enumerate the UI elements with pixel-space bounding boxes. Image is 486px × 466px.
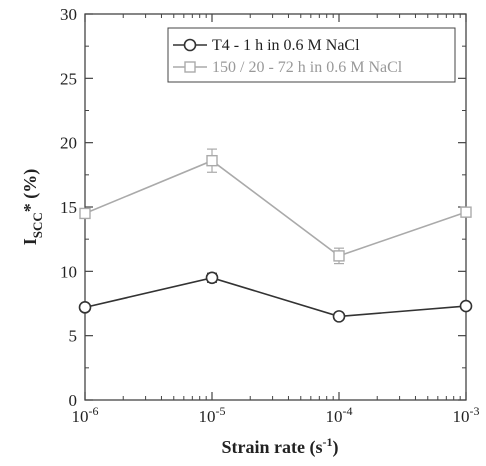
series-line [84, 159, 467, 257]
data-point [332, 310, 346, 323]
y-tick-label: 25 [60, 69, 77, 88]
data-point [78, 301, 92, 314]
y-tick-label: 15 [60, 198, 77, 217]
series-line [84, 276, 467, 318]
series-layer [78, 148, 473, 323]
y-tick-label: 10 [60, 262, 77, 281]
data-point [333, 250, 345, 262]
legend-label: T4 - 1 h in 0.6 M NaCl [212, 37, 360, 54]
legend-marker [184, 61, 196, 73]
x-tick-label: 10-4 [326, 404, 353, 426]
x-tick-label: 10-3 [453, 404, 480, 426]
y-tick-label: 5 [69, 327, 78, 346]
series-2 [79, 148, 472, 265]
data-point [79, 207, 91, 220]
x-axis-title: Strain rate (s-1) [222, 435, 339, 458]
legend-label: 150 / 20 - 72 h in 0.6 M NaCl [212, 59, 403, 76]
data-point [459, 299, 473, 313]
axis-ticks: 0 5 10 15 20 25 30 10-6 10-5 10-4 10-3 [60, 5, 480, 426]
data-point [205, 271, 219, 285]
x-tick-label: 10-5 [199, 404, 226, 426]
x-tick-label: 10-6 [72, 404, 99, 426]
legend: T4 - 1 h in 0.6 M NaCl 150 / 20 - 72 h in… [167, 27, 456, 83]
series-1 [78, 271, 473, 323]
legend-box [167, 27, 456, 83]
y-axis-title: ISCC* (%) [20, 169, 45, 246]
legend-marker [183, 38, 197, 52]
y-tick-label: 30 [60, 5, 77, 24]
data-point [206, 154, 218, 167]
data-point [460, 206, 472, 218]
y-tick-label: 20 [60, 134, 77, 153]
y-tick-label: 0 [69, 391, 78, 410]
